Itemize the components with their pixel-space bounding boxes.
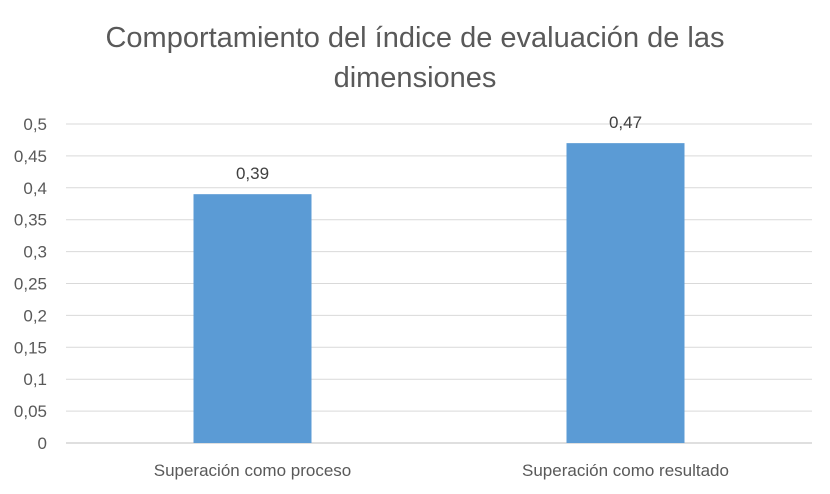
bar (566, 143, 685, 443)
y-tick-label: 0,25 (14, 275, 47, 294)
y-tick-label: 0,5 (23, 115, 47, 134)
y-tick-label: 0,05 (14, 402, 47, 421)
y-tick-label: 0,3 (23, 243, 47, 262)
y-tick-label: 0,15 (14, 338, 47, 357)
data-label: 0,47 (609, 113, 642, 132)
data-label: 0,39 (236, 164, 269, 183)
chart-title: Comportamiento del índice de evaluación … (0, 18, 830, 98)
bar (193, 194, 312, 443)
category-label: Superación como proceso (154, 461, 352, 480)
category-label: Superación como resultado (522, 461, 729, 480)
chart-title-line-2: dimensiones (333, 62, 497, 94)
y-tick-label: 0,35 (14, 211, 47, 230)
y-tick-label: 0,2 (23, 306, 47, 325)
y-tick-label: 0 (38, 434, 47, 453)
y-tick-label: 0,45 (14, 147, 47, 166)
y-tick-label: 0,1 (23, 370, 47, 389)
y-tick-label: 0,4 (23, 179, 47, 198)
chart-title-line-1: Comportamiento del índice de evaluación … (105, 22, 725, 54)
